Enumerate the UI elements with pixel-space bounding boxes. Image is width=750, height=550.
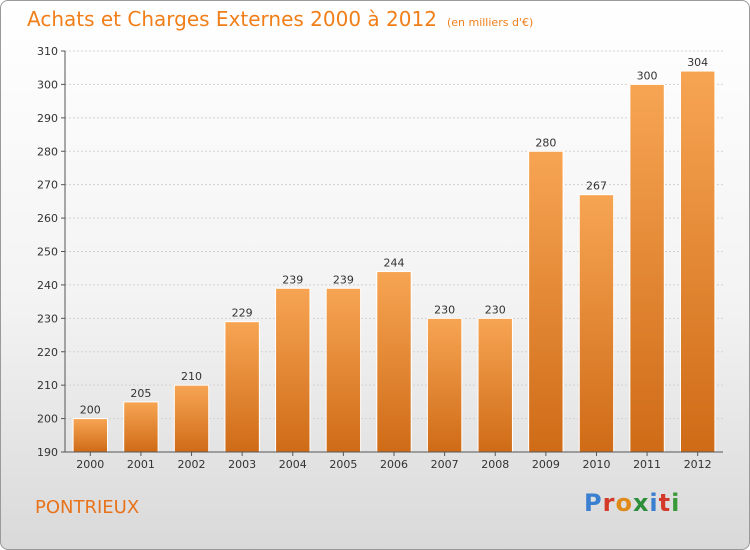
y-tick-label: 270	[37, 179, 58, 192]
x-tick-label: 2003	[228, 458, 256, 471]
bar	[477, 317, 513, 453]
bar	[528, 150, 564, 453]
y-tick-label: 190	[37, 446, 58, 459]
x-tick-label: 2011	[633, 458, 661, 471]
x-tick-label: 2006	[380, 458, 408, 471]
y-tick-label: 240	[37, 279, 58, 292]
logo-letter: i	[671, 489, 681, 517]
y-tick-label: 300	[37, 78, 58, 91]
y-tick-label: 280	[37, 145, 58, 158]
x-tick-label: 2010	[582, 458, 610, 471]
x-tick-label: 2000	[76, 458, 104, 471]
bar	[629, 83, 665, 453]
chart-title: Achats et Charges Externes 2000 à 2012 (e…	[27, 7, 533, 31]
x-tick-label: 2008	[481, 458, 509, 471]
bar-value-label: 210	[181, 370, 202, 383]
bar-value-label: 304	[687, 56, 708, 69]
y-tick-label: 230	[37, 312, 58, 325]
bar	[376, 271, 412, 453]
bars	[72, 70, 716, 453]
chart-title-unit: (en milliers d'€)	[446, 16, 534, 29]
labels: 190 200 210 220 230 240 250 260 270 280 290 300 310 2…	[37, 45, 712, 471]
logo-letter: P	[584, 489, 603, 517]
bar-value-label: 239	[333, 273, 354, 286]
y-tick-label: 200	[37, 413, 58, 426]
y-tick-label: 250	[37, 246, 58, 259]
logo-letter: x	[632, 489, 650, 517]
bar	[173, 384, 210, 453]
y-tick-label: 260	[37, 212, 58, 225]
proxiti-logo: Proxiti	[584, 489, 680, 517]
logo-letter: i	[649, 489, 659, 517]
bar-value-label: 205	[130, 387, 151, 400]
x-tick-label: 2001	[127, 458, 155, 471]
bar	[72, 418, 109, 453]
commune-name: PONTRIEUX	[35, 497, 140, 518]
bar	[224, 321, 260, 453]
bar-value-label: 300	[637, 69, 658, 82]
bar-value-label: 280	[535, 136, 556, 149]
bar	[123, 401, 159, 453]
bar-value-label: 200	[80, 404, 101, 417]
bar-value-label: 230	[485, 303, 506, 316]
bar-value-label: 230	[434, 303, 455, 316]
x-tick-label: 2007	[431, 458, 459, 471]
x-tick-label: 2004	[279, 458, 307, 471]
x-tick-label: 2012	[684, 458, 712, 471]
bar	[325, 287, 362, 453]
y-tick-label: 310	[37, 45, 58, 58]
x-tick-label: 2009	[532, 458, 560, 471]
bar	[578, 194, 615, 453]
bar	[679, 70, 716, 453]
bar-value-label: 267	[586, 180, 607, 193]
logo-letter: t	[658, 489, 672, 517]
x-tick-label: 2005	[329, 458, 357, 471]
bar-value-label: 229	[232, 307, 253, 320]
logo-letter: o	[615, 489, 633, 517]
bar-value-label: 244	[384, 257, 405, 270]
y-tick-label: 220	[37, 346, 58, 359]
bar	[426, 317, 463, 453]
x-tick-label: 2002	[178, 458, 206, 471]
chart-title-main: Achats et Charges Externes 2000 à 2012	[27, 7, 437, 31]
logo-letter: r	[602, 489, 616, 517]
y-tick-label: 290	[37, 112, 58, 125]
axes	[61, 50, 723, 456]
bar	[275, 287, 311, 453]
y-tick-label: 210	[37, 379, 58, 392]
bar-value-label: 239	[282, 273, 303, 286]
